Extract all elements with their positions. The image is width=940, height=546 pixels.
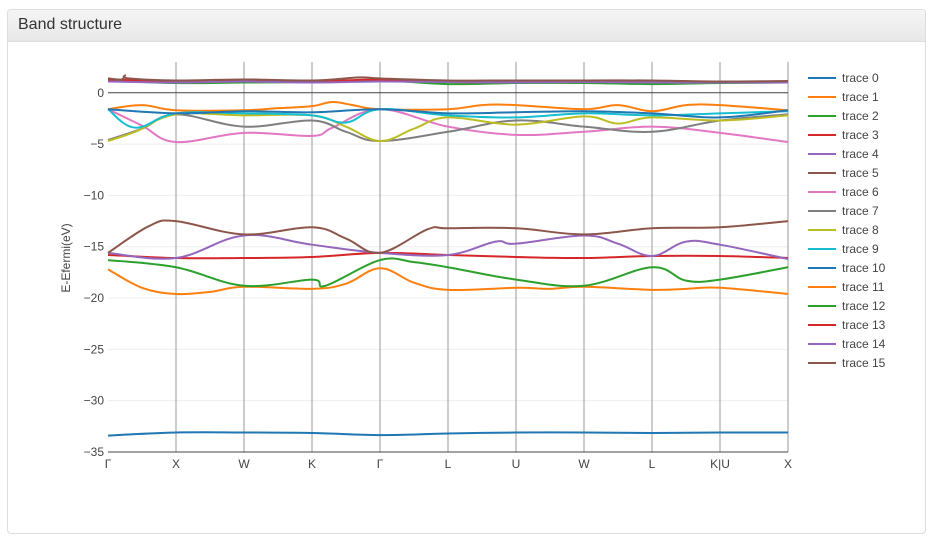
y-tick-label: −20 (84, 291, 105, 305)
x-tick-label: U (512, 457, 521, 471)
legend-entry-label: trace 7 (842, 204, 879, 218)
panel-title: Band structure (18, 16, 123, 33)
legend-entry-label: trace 3 (842, 128, 879, 142)
y-axis-label: E-Efermi(eV) (59, 223, 73, 292)
trace-1-line (107, 101, 789, 113)
trace-10-line (107, 108, 789, 119)
x-tick-label: Γ (105, 457, 112, 471)
axes: 0−5−10−15−20−25−30−35Γ X W K Γ L U W L K|U X (84, 86, 792, 471)
legend-entry-label: trace 1 (842, 90, 879, 104)
y-tick-label: −10 (84, 188, 105, 202)
x-tick-label: K (308, 457, 316, 471)
legend-entry-label: trace 8 (842, 223, 879, 237)
trace-15-line (107, 219, 789, 254)
trace-5-line (107, 74, 789, 83)
trace-14-line (107, 234, 789, 261)
legend-entry-label: trace 14 (842, 337, 886, 351)
trace-12-line (107, 257, 789, 288)
panel-heading: Band structure (8, 10, 925, 42)
y-tick-label: −30 (84, 394, 105, 408)
trace-2-line (107, 79, 789, 86)
x-tick-label: W (238, 457, 250, 471)
x-tick-label: Γ (377, 457, 384, 471)
legend-entry-label: trace 9 (842, 242, 879, 256)
y-tick-label: −25 (84, 342, 105, 356)
legend-entry-label: trace 11 (842, 280, 885, 294)
trace-0-line (107, 431, 789, 437)
trace-11-line (107, 267, 789, 296)
legend-entry-label: trace 5 (842, 166, 879, 180)
x-tick-label: X (172, 457, 180, 471)
y-tick-label: −5 (90, 137, 104, 151)
legend-entry-label: trace 15 (842, 356, 886, 370)
traces (107, 74, 789, 437)
legend-entry-label: trace 13 (842, 318, 886, 332)
trace-4-line (107, 80, 788, 84)
band-structure-panel: Band structure (7, 9, 926, 534)
x-tick-label: X (784, 457, 792, 471)
x-tick-label: K|U (710, 457, 730, 471)
y-tick-label: −15 (84, 240, 105, 254)
x-tick-label: L (445, 457, 452, 471)
y-tick-label: −35 (84, 445, 105, 459)
legend-entry-label: trace 10 (842, 261, 886, 275)
x-tick-label: W (578, 457, 590, 471)
y-tick-label: 0 (97, 86, 104, 100)
legend-entry-label: trace 4 (842, 147, 879, 161)
legend-entry-label: trace 0 (842, 71, 879, 85)
x-tick-label: L (649, 457, 656, 471)
legend: trace 0 trace 1 trace 2 trace 3 trace 4 trace… (808, 71, 886, 370)
legend-entry-label: trace 6 (842, 185, 879, 199)
legend-entry-label: trace 12 (842, 299, 886, 313)
legend-entry-label: trace 2 (842, 109, 879, 123)
